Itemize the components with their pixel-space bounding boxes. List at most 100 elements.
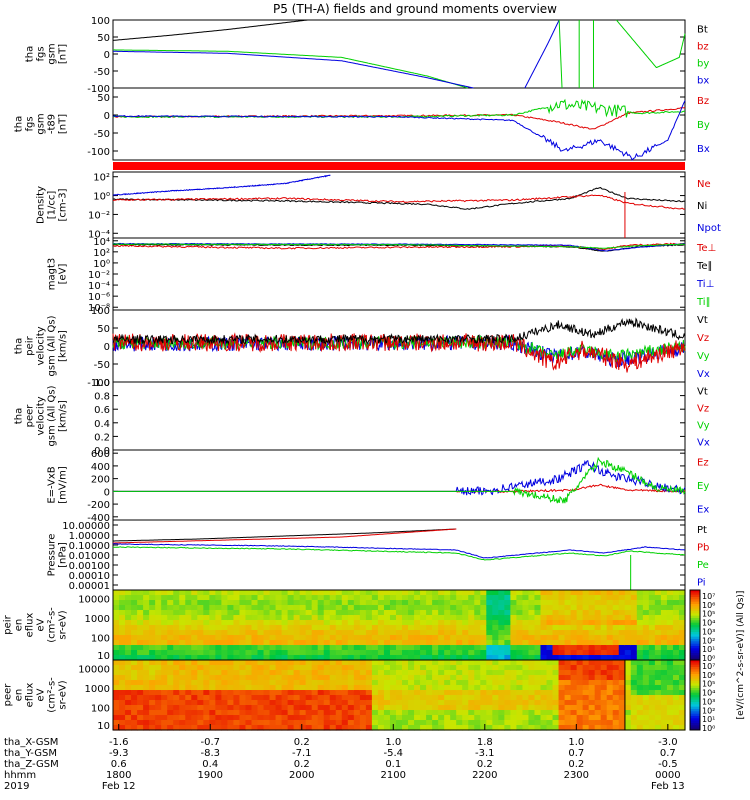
- xaxis-value: 0.4: [202, 759, 218, 770]
- ytick-label: 10⁻⁴: [88, 229, 110, 240]
- ytick-label: 10: [97, 721, 110, 732]
- legend-ey: Ey: [697, 481, 709, 492]
- ytick-label: 100: [91, 306, 110, 317]
- xaxis-value: 0.2: [294, 737, 310, 748]
- ytick-label: -200: [87, 500, 110, 511]
- pt-line: [113, 528, 457, 542]
- ytick-label: 0: [104, 487, 110, 498]
- ylabel-line: fgs: [25, 116, 36, 131]
- xaxis-value: 0.7: [660, 748, 676, 759]
- panel-pressure: Pressure [nPa] 10.000001.000000.100000.010…: [47, 519, 709, 592]
- ytick-label: 1000: [85, 614, 110, 625]
- ylabel-line: [cm-3]: [58, 188, 69, 221]
- legend-bx: Bx: [697, 144, 710, 155]
- ylabel-line: E=-VxB: [47, 466, 58, 503]
- panel-frame: [112, 519, 686, 591]
- xaxis-value: 1.8: [477, 737, 493, 748]
- colorbar-tick-label: 10⁵: [702, 680, 715, 689]
- xaxis-value: -3.0: [658, 737, 678, 748]
- panel-ylabel: tha peir en eflux eV (cm²-s-sr-eV): [0, 607, 69, 643]
- xaxis-row-label: 2019: [4, 781, 29, 792]
- by-spikes: [558, 19, 594, 89]
- legend-vz: Vz: [697, 333, 709, 344]
- vt-line: [112, 317, 686, 346]
- ylabel-line: tha: [0, 687, 3, 703]
- ni-line: [112, 187, 686, 210]
- ylabel-line: velocity: [36, 326, 47, 365]
- legend-ne: Ne: [697, 179, 711, 190]
- ytick-label: 10⁻⁴: [88, 281, 110, 292]
- legend-vt: Vt: [697, 387, 708, 398]
- ylabel-line: tha: [14, 338, 25, 354]
- ylabel-line: [1/cc]: [47, 191, 58, 220]
- panel-ylabel: Pressure [nPa]: [47, 534, 69, 577]
- legend-pi: Pi: [697, 577, 706, 588]
- legend-ex: Ex: [697, 504, 709, 515]
- panel-peer-velocity: tha peer velocity gsm (All Qs) [km/s] 1.0 0.8 0…: [14, 378, 710, 457]
- legend-pt: Pt: [697, 525, 707, 536]
- panel-frame: [112, 19, 686, 89]
- ylabel-line: peir: [25, 335, 36, 355]
- ti-par-line: [112, 243, 686, 249]
- colorbar-tick-label: 10⁶: [702, 671, 715, 680]
- ytick-label: 10⁴: [93, 237, 110, 248]
- ylabel-line: [nT]: [58, 114, 69, 134]
- ytick-label: -100: [87, 147, 110, 158]
- xaxis-row-label: tha_X-GSM: [4, 737, 58, 748]
- colorbar-tick-label: 10⁷: [702, 592, 715, 601]
- pb-line: [113, 528, 457, 544]
- ylabel-line: en: [14, 689, 25, 702]
- ytick-label: 10²: [93, 248, 110, 259]
- legend-te⊥: Te⊥: [696, 243, 716, 254]
- ylabel-line: peer: [3, 683, 14, 707]
- ylabel-line: Density: [36, 186, 47, 224]
- ytick-label: 0.6: [94, 405, 110, 416]
- panel-ylabel: tha fgs gsm [nT]: [25, 43, 69, 64]
- ylabel-line: gsm (All Qs): [47, 385, 58, 446]
- ytick-label: 10: [97, 651, 110, 662]
- xaxis-row-label: tha_Z-GSM: [4, 759, 59, 770]
- xaxis-row-label: tha_Y-GSM: [4, 748, 57, 759]
- bt-line: [113, 19, 308, 41]
- ylabel-line: gsm (All Qs): [47, 315, 58, 376]
- ytick-label: 10000: [78, 594, 110, 605]
- colorbar-tick-label: 10⁰: [702, 724, 715, 733]
- xaxis-value: -7.1: [292, 748, 312, 759]
- ylabel-line: -t89: [47, 114, 58, 134]
- ytick-label: 0: [104, 342, 110, 353]
- xaxis-value: -3.1: [475, 748, 495, 759]
- xaxis-value: 2300: [564, 770, 589, 781]
- panel-ylabel: tha peir velocity gsm (All Qs) [km/s]: [14, 315, 69, 376]
- ylabel-line: en: [14, 619, 25, 632]
- panel-ylabel: tha fgs gsm -t89 [nT]: [14, 113, 69, 134]
- legend-vy: Vy: [697, 421, 710, 432]
- panel-frame: [112, 87, 686, 161]
- xaxis-value: 0.2: [294, 759, 310, 770]
- ytick-label: 10⁻²: [88, 270, 110, 281]
- panel-frame: [112, 171, 686, 239]
- colorbar-tick-label: 10⁵: [702, 610, 715, 619]
- panel-efield: E=-VxB [mV/m] 600 400 2000 -200 -400 Ez Ey Ex: [47, 449, 710, 524]
- colorbar-tick-label: 10²: [702, 706, 715, 715]
- legend-bz: Bz: [697, 96, 709, 107]
- xaxis-value: Feb 13: [651, 781, 685, 792]
- ey-line: [113, 456, 686, 504]
- ytick-label: 50: [97, 33, 110, 44]
- ylabel-line: fgs: [36, 46, 47, 61]
- heatmap-frame: [112, 659, 686, 731]
- ylabel-line: peer: [25, 404, 36, 428]
- ytick-label: 0: [104, 50, 110, 61]
- colorbar-tick-label: 10⁷: [702, 662, 715, 671]
- panel-density: Density [1/cc] [cm-3] 10² 10⁰ 10⁻² 10⁻⁴ Ne Ni Npo…: [36, 171, 721, 240]
- xaxis-value: 0000: [655, 770, 680, 781]
- xaxis-value: -8.3: [200, 748, 220, 759]
- xaxis-row-label: hhmm: [4, 770, 36, 781]
- ytick-label: -50: [94, 360, 110, 371]
- quality-flag-bar: [113, 162, 685, 170]
- ytick-label: 1.00000: [69, 531, 110, 542]
- xaxis-value: 0.1: [385, 759, 401, 770]
- legend-te∥: Te∥: [696, 261, 713, 272]
- bx-line: [113, 50, 474, 89]
